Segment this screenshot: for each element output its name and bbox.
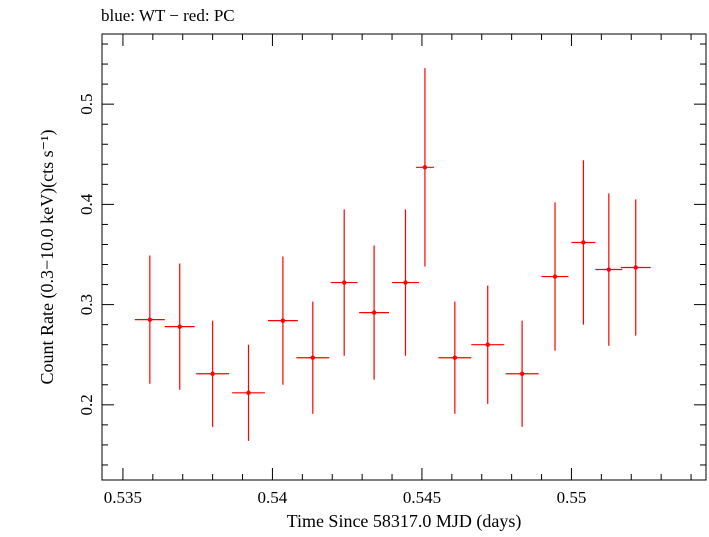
- data-marker: [452, 355, 458, 360]
- plot-frame: [101, 33, 707, 481]
- data-marker: [519, 371, 525, 376]
- data-point: [296, 301, 330, 414]
- data-marker: [246, 390, 251, 396]
- y-axis-label: Count Rate (0.3−10.0 keV)(cts s⁻¹): [37, 129, 58, 384]
- y-tick-label: 0.2: [77, 394, 96, 415]
- data-marker: [341, 280, 347, 285]
- chart-title: blue: WT − red: PC: [101, 6, 235, 25]
- data-marker: [280, 318, 286, 323]
- x-tick-label: 0.54: [258, 488, 288, 507]
- data-marker: [371, 310, 377, 315]
- data-point: [330, 209, 358, 356]
- data-point: [415, 68, 434, 267]
- data-marker: [485, 342, 490, 347]
- data-marker: [210, 371, 215, 376]
- data-marker: [581, 240, 586, 245]
- data-point: [571, 160, 596, 325]
- data-marker: [403, 280, 408, 285]
- data-points: [134, 68, 651, 441]
- x-axis-label: Time Since 58317.0 MJD (days): [287, 511, 522, 532]
- data-point: [471, 285, 505, 404]
- data-point: [438, 301, 472, 414]
- x-tick-label: 0.545: [403, 488, 441, 507]
- y-tick-label: 0.5: [77, 94, 96, 115]
- data-point: [541, 202, 569, 351]
- y-tick-label: 0.3: [77, 294, 96, 315]
- x-tick-label: 0.535: [104, 488, 142, 507]
- data-marker: [606, 267, 612, 272]
- axis-ticks: [102, 34, 706, 480]
- data-point: [505, 320, 539, 427]
- data-point: [196, 320, 230, 427]
- data-marker: [633, 265, 638, 270]
- data-marker: [310, 355, 316, 360]
- data-marker: [147, 317, 153, 322]
- y-tick-label: 0.4: [77, 193, 96, 215]
- data-point: [134, 255, 165, 384]
- data-point: [392, 209, 419, 356]
- data-marker: [422, 165, 428, 170]
- data-point: [232, 344, 265, 441]
- data-point: [595, 193, 623, 346]
- data-marker: [177, 324, 182, 329]
- data-point: [164, 263, 195, 390]
- data-point: [267, 256, 298, 385]
- tick-labels: 0.535 0.54 0.545 0.55 0.2 0.3 0.4 0.5: [77, 94, 586, 507]
- x-tick-label: 0.55: [557, 488, 587, 507]
- data-point: [359, 245, 390, 380]
- data-marker: [552, 274, 558, 279]
- data-point: [620, 199, 651, 336]
